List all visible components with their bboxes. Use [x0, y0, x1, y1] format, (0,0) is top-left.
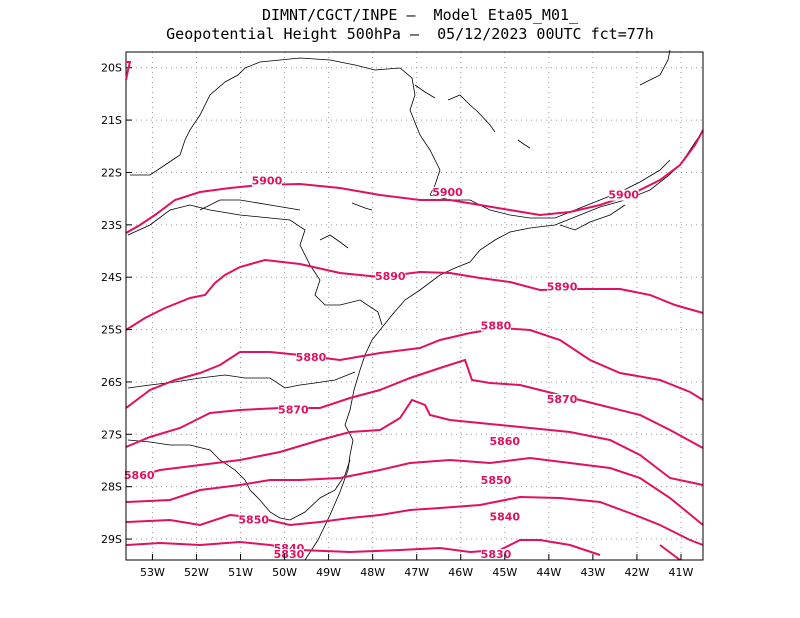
- tick-label-lon: 45W: [492, 566, 517, 579]
- contour-label-bg: [547, 281, 578, 293]
- contour-label: 5870: [278, 403, 309, 416]
- reservoir-5: [414, 84, 436, 99]
- contour-label: 5900: [432, 186, 463, 199]
- edge-marker: [125, 61, 132, 81]
- tick-label-lon: 53W: [140, 566, 165, 579]
- reservoir-2: [517, 139, 531, 149]
- tick-label-lat: 23S: [101, 219, 122, 232]
- tick-label-lat: 22S: [101, 166, 122, 179]
- contour-label-bg: [480, 320, 511, 332]
- contour-label: 5900: [252, 174, 283, 187]
- axis-ticks: 53W 52W 51W 50W 49W 48W 47W 46W 45W 44W 43W 42W 41W 2…: [101, 62, 694, 579]
- contour-5860: [125, 398, 704, 486]
- reservoir-3: [319, 234, 349, 249]
- contour-label: 5890: [375, 270, 406, 283]
- contour-label: 5860: [124, 469, 155, 482]
- tick-label-lat: 29S: [101, 533, 122, 546]
- contour-label-bg: [238, 514, 269, 526]
- contour-5830-b: [659, 544, 681, 561]
- tick-label-lon: 52W: [184, 566, 209, 579]
- contour-label: 5830: [274, 548, 305, 561]
- contour-5840: [125, 495, 704, 546]
- contour-label: 5850: [238, 513, 269, 526]
- contour-5890: [125, 258, 704, 331]
- tick-label-lat: 27S: [101, 428, 122, 441]
- contour-label: 5830: [481, 548, 512, 561]
- tick-label-lon: 49W: [316, 566, 341, 579]
- contour-5900: [125, 129, 704, 234]
- tick-label-lon: 46W: [448, 566, 473, 579]
- map-frame: [125, 51, 704, 561]
- contour-label-bg: [432, 187, 463, 199]
- contour-label-bg: [480, 475, 511, 487]
- tick-label-lon: 41W: [669, 566, 694, 579]
- tick-label-lat: 24S: [101, 271, 122, 284]
- lat-lon-grid: [126, 52, 703, 560]
- tick-label-lat: 20S: [101, 62, 122, 75]
- contour-5880: [125, 326, 704, 409]
- contour-label-bg: [278, 404, 309, 416]
- state-border-sp-mg: [199, 199, 301, 211]
- contour-label-bg: [480, 549, 511, 560]
- contour-label-bg: [375, 270, 406, 282]
- reservoir-1: [447, 94, 496, 133]
- state-border-sp-pr: [127, 204, 383, 326]
- contour-label: 5900: [608, 189, 639, 202]
- contour-label-bg: [547, 393, 578, 405]
- contour-label-bg: [608, 189, 639, 201]
- contour-label-bg: [273, 543, 304, 555]
- contour-label: 5850: [481, 474, 512, 487]
- contour-label-bg: [489, 435, 520, 447]
- contour-5830: [125, 539, 601, 556]
- state-border-sp-north: [130, 57, 441, 196]
- borders: [127, 49, 701, 561]
- state-border-sc-rs: [127, 439, 351, 521]
- tick-label-lat: 21S: [101, 114, 122, 127]
- contour-label: 5860: [489, 435, 520, 448]
- contour-label: 5890: [547, 280, 578, 293]
- chart-title-line1: DIMNT/CGCT/INPE — Model Eta05_M01_: [261, 6, 579, 24]
- contour-5850: [125, 456, 704, 526]
- tick-label-lon: 50W: [272, 566, 297, 579]
- tick-label-lon: 42W: [624, 566, 649, 579]
- tick-label-lat: 26S: [101, 376, 122, 389]
- contour-5870: [125, 358, 704, 449]
- chart-title-line2: Geopotential Height 500hPa — 05/12/2023 …: [166, 25, 654, 43]
- reservoir-4: [351, 202, 373, 211]
- contour-label: 5880: [481, 320, 512, 333]
- tick-label-lat: 25S: [101, 324, 122, 337]
- contour-lines: [125, 129, 704, 561]
- state-border-mg-rj: [429, 159, 671, 219]
- state-border-mg-east: [559, 204, 626, 231]
- tick-label-lat: 28S: [101, 481, 122, 494]
- tick-label-lon: 48W: [360, 566, 385, 579]
- contour-label: 5880: [296, 351, 327, 364]
- contour-label-bg: [124, 469, 155, 481]
- contour-label-bg: [273, 549, 304, 560]
- contour-label-bg: [251, 175, 282, 187]
- contour-label: 5870: [547, 393, 578, 406]
- tick-label-lon: 51W: [228, 566, 253, 579]
- contour-label-bg: [489, 511, 520, 523]
- contour-label: 5840: [489, 511, 520, 524]
- tick-label-lon: 47W: [404, 566, 429, 579]
- contour-label-bg: [295, 351, 326, 363]
- contour-labels: 5900 5900 5900 5890 5890 5880 5880 5870 5870 5860…: [124, 174, 639, 561]
- tick-label-lon: 44W: [536, 566, 561, 579]
- tick-label-lon: 43W: [580, 566, 605, 579]
- coastline: [304, 134, 701, 561]
- state-border-mg-es: [639, 49, 671, 86]
